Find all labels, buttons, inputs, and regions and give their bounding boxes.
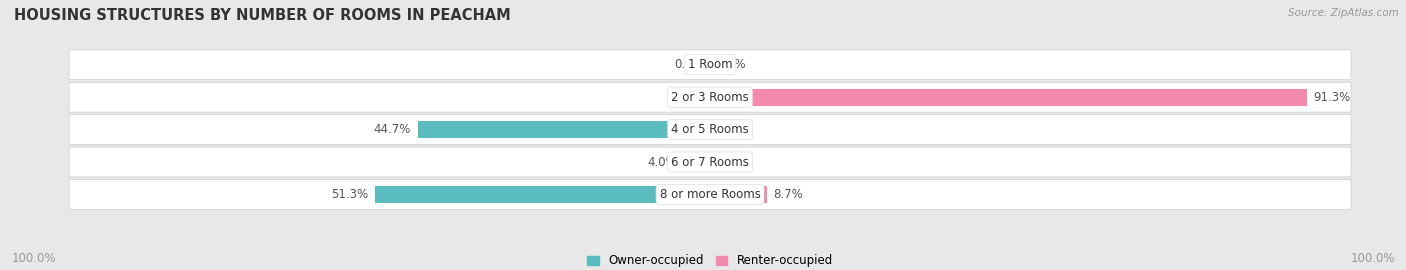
- FancyBboxPatch shape: [69, 180, 1351, 209]
- Text: 4 or 5 Rooms: 4 or 5 Rooms: [671, 123, 749, 136]
- Bar: [418, 121, 710, 138]
- Text: 91.3%: 91.3%: [1313, 91, 1351, 104]
- Text: 0.0%: 0.0%: [717, 123, 747, 136]
- Text: 0.0%: 0.0%: [717, 156, 747, 168]
- Text: 4.0%: 4.0%: [648, 156, 678, 168]
- Text: 100.0%: 100.0%: [1350, 252, 1395, 265]
- FancyBboxPatch shape: [69, 82, 1351, 112]
- Text: 1 Room: 1 Room: [688, 58, 733, 71]
- FancyBboxPatch shape: [69, 50, 1351, 80]
- Bar: [710, 186, 766, 203]
- Text: 0.0%: 0.0%: [673, 91, 703, 104]
- Text: Source: ZipAtlas.com: Source: ZipAtlas.com: [1288, 8, 1399, 18]
- Bar: [374, 186, 710, 203]
- Legend: Owner-occupied, Renter-occupied: Owner-occupied, Renter-occupied: [582, 250, 838, 270]
- Text: 2 or 3 Rooms: 2 or 3 Rooms: [671, 91, 749, 104]
- Bar: [683, 154, 710, 170]
- Text: 8.7%: 8.7%: [773, 188, 803, 201]
- Text: HOUSING STRUCTURES BY NUMBER OF ROOMS IN PEACHAM: HOUSING STRUCTURES BY NUMBER OF ROOMS IN…: [14, 8, 510, 23]
- Text: 8 or more Rooms: 8 or more Rooms: [659, 188, 761, 201]
- Text: 51.3%: 51.3%: [330, 188, 368, 201]
- Text: 44.7%: 44.7%: [374, 123, 411, 136]
- Text: 6 or 7 Rooms: 6 or 7 Rooms: [671, 156, 749, 168]
- Bar: [710, 89, 1308, 106]
- FancyBboxPatch shape: [69, 115, 1351, 144]
- Text: 100.0%: 100.0%: [11, 252, 56, 265]
- FancyBboxPatch shape: [69, 147, 1351, 177]
- Text: 0.0%: 0.0%: [717, 58, 747, 71]
- Text: 0.0%: 0.0%: [673, 58, 703, 71]
